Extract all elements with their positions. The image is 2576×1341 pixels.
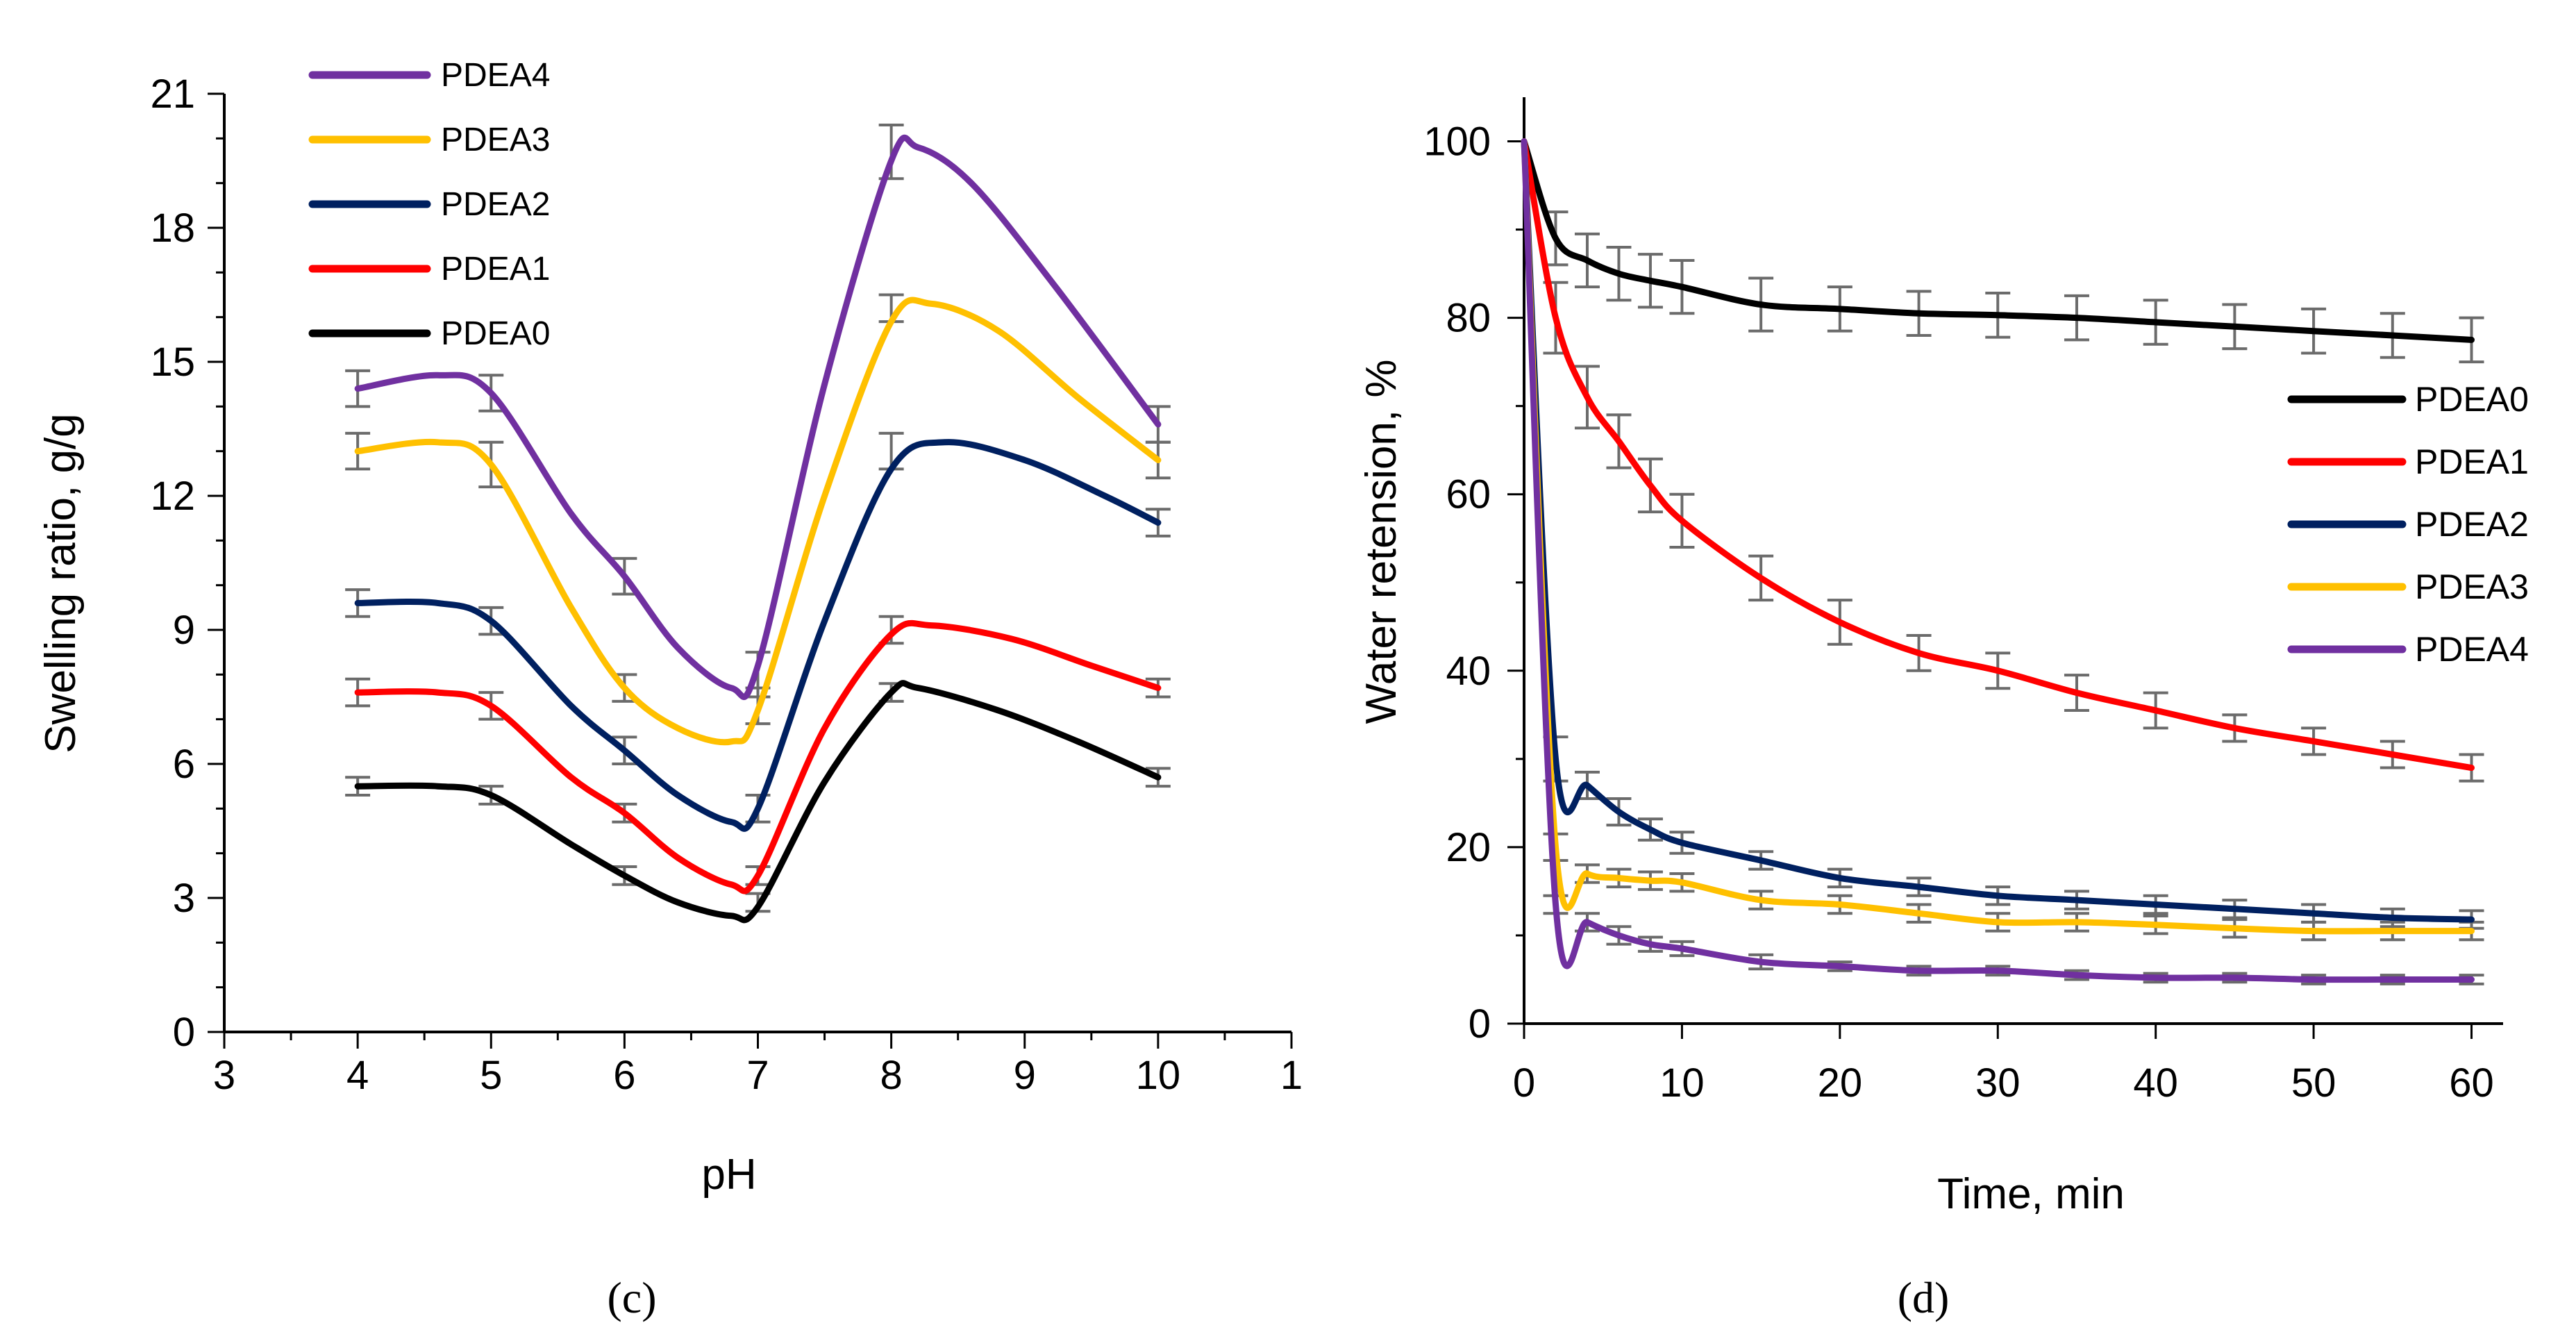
chart-d-y-tick-label: 20 <box>1446 825 1491 870</box>
chart-d-y-tick-label: 60 <box>1446 472 1491 517</box>
chart-d-y-tick-label: 100 <box>1423 119 1491 165</box>
chart-c-x-tick-label: 1 <box>1280 1053 1303 1098</box>
chart-c-y-tick-label: 18 <box>150 206 195 251</box>
chart-c-panel-label: (c) <box>607 1273 656 1322</box>
chart-c-x-tick-label: 9 <box>1014 1053 1036 1098</box>
series-line-pdea3 <box>1521 138 2475 935</box>
series-line-pdea3 <box>354 297 1162 746</box>
chart-c-x-axis-title: pH <box>701 1151 756 1199</box>
chart-c-y-tick-label: 3 <box>173 876 195 921</box>
legend-label-pdea1: PDEA1 <box>2415 442 2529 481</box>
chart-d-legend: PDEA0 PDEA1 PDEA2 PDEA3 PDEA4 <box>2287 380 2529 669</box>
legend-label-pdea2: PDEA2 <box>2415 505 2529 544</box>
chart-d-x-tick-labels: 0 10 20 30 40 50 60 <box>1513 1060 2494 1106</box>
chart-c-y-tick-label: 12 <box>150 474 195 519</box>
series-line-pdea1 <box>1521 138 2475 772</box>
chart-d-panel-label: (d) <box>1898 1273 1950 1322</box>
chart-c-x-tick-label: 6 <box>613 1053 635 1098</box>
chart-c-x-tick-label: 3 <box>213 1053 235 1098</box>
chart-c-x-tick-label: 8 <box>880 1053 902 1098</box>
chart-d-y-tick-label: 40 <box>1446 649 1491 694</box>
legend-label-pdea3: PDEA3 <box>441 122 550 158</box>
chart-c-x-tick-label: 10 <box>1136 1053 1181 1098</box>
series-line-pdea4 <box>354 134 1162 700</box>
chart-d-error-bars <box>1543 210 2484 985</box>
chart-d-x-tick-label: 10 <box>1659 1060 1705 1106</box>
legend-label-pdea2: PDEA2 <box>441 186 550 223</box>
chart-d-x-tick-label: 60 <box>2449 1060 2494 1106</box>
chart-c-legend: PDEA4 PDEA3 PDEA2 PDEA1 PDEA0 <box>308 57 550 352</box>
legend-label-pdea0: PDEA0 <box>441 315 550 352</box>
chart-c-x-tick-label: 5 <box>480 1053 502 1098</box>
chart-d-y-tick-label: 0 <box>1469 1001 1491 1047</box>
chart-d-x-tick-label: 20 <box>1818 1060 1863 1106</box>
series-line-pdea4 <box>1521 138 2475 983</box>
series-line-pdea1 <box>354 619 1162 894</box>
chart-c-y-axis-title: Swelling ratio, g/g <box>37 413 85 753</box>
chart-d-y-tick-labels: 0 20 40 60 80 100 <box>1423 119 1491 1047</box>
chart-d-y-axis-title: Water retension, % <box>1357 360 1405 724</box>
chart-c-y-tick-labels: 0 3 6 9 12 15 18 21 <box>150 72 195 1055</box>
chart-c-y-tick-label: 6 <box>173 742 195 787</box>
chart-c-x-tick-labels: 3 4 5 6 7 8 9 10 1 <box>213 1053 1303 1098</box>
chart-c-y-tick-label: 15 <box>150 340 195 385</box>
chart-d-series-lines <box>1521 138 2475 983</box>
chart-c-series-lines <box>354 134 1162 924</box>
chart-c-y-tick-label: 0 <box>173 1010 195 1055</box>
series-line-pdea0 <box>354 680 1162 924</box>
legend-label-pdea1: PDEA1 <box>441 251 550 288</box>
chart-c-y-tick-label: 9 <box>173 608 195 653</box>
series-line-pdea2 <box>354 439 1162 832</box>
chart-c-y-tick-label: 21 <box>150 72 195 117</box>
chart-c-x-tick-label: 7 <box>746 1053 769 1098</box>
chart-d-water-retention-vs-time: 0 10 20 30 40 50 60 0 20 40 60 80 100 Time, min Wat… <box>1357 97 2529 1322</box>
chart-d-x-axis-title: Time, min <box>1937 1170 2125 1218</box>
chart-d-x-tick-label: 30 <box>1975 1060 2021 1106</box>
legend-label-pdea0: PDEA0 <box>2415 380 2529 419</box>
chart-d-x-tick-label: 50 <box>2291 1060 2336 1106</box>
chart-d-x-tick-label: 40 <box>2133 1060 2178 1106</box>
chart-c-x-tick-label: 4 <box>346 1053 369 1098</box>
legend-label-pdea4: PDEA4 <box>441 57 550 94</box>
legend-label-pdea4: PDEA4 <box>2415 630 2529 669</box>
series-line-pdea0 <box>1521 138 2475 343</box>
chart-d-axes <box>1507 97 2503 1039</box>
chart-c-axes <box>208 92 1293 1049</box>
chart-d-x-tick-label: 0 <box>1513 1060 1535 1106</box>
chart-d-y-tick-label: 80 <box>1446 296 1491 341</box>
series-line-pdea2 <box>1521 138 2475 923</box>
legend-label-pdea3: PDEA3 <box>2415 567 2529 606</box>
